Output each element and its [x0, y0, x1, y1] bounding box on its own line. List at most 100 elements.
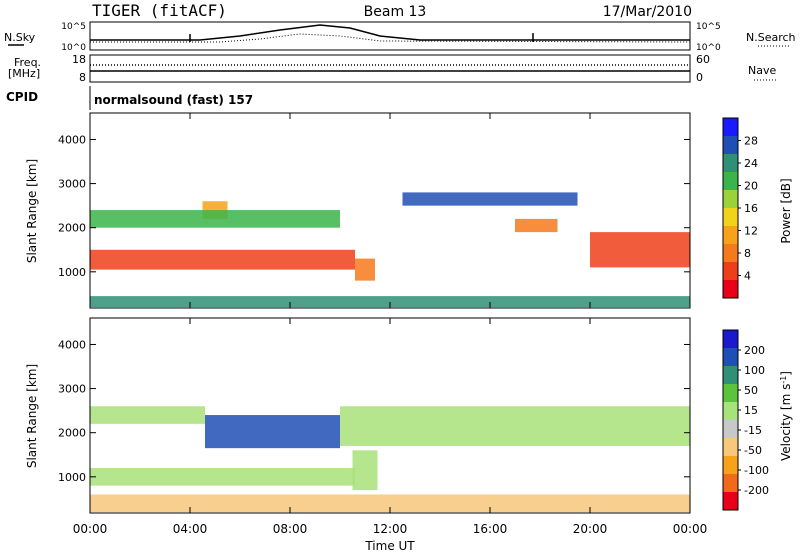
velocity-x-tick-label-5: 20:00 — [573, 522, 608, 536]
velocity-colorbar-tick-label-6: -100 — [744, 464, 769, 477]
nsky-panel — [89, 21, 691, 51]
velocity-colorbar-tick-label-0: 200 — [744, 344, 765, 357]
power-colorbar-tick-label-4: 20 — [744, 180, 758, 193]
velocity-colorbar-tick-label-3: 15 — [744, 404, 758, 417]
power-colorbar-segment-8 — [723, 262, 738, 281]
freq-tick-top: 18 — [72, 53, 86, 66]
power-y-label: Slant Range [km] — [25, 159, 39, 263]
nsearch-tick-top: 10^5 — [696, 22, 721, 32]
power-panel: 1000 2000 3000 4000 Slant Range [km] 4 8 12 16… — [25, 112, 793, 309]
power-colorbar: 4 8 12 16 20 24 28 — [722, 117, 758, 299]
power-y-tick-label-1: 2000 — [58, 222, 86, 235]
power-colorbar-segment-6 — [723, 226, 738, 245]
power-echo-band-0 — [90, 249, 355, 270]
freq-unit-label: [MHz] — [8, 67, 40, 80]
velocity-colorbar-segment-9 — [723, 492, 738, 511]
nave-tick-bottom: 0 — [696, 71, 703, 84]
nsky-label: N.Sky — [4, 31, 36, 44]
power-colorbar-segment-1 — [723, 136, 738, 155]
velocity-colorbar-segment-7 — [723, 456, 738, 475]
power-colorbar-segment-3 — [723, 172, 738, 191]
nave-tick-top: 60 — [696, 53, 710, 66]
radar-title: TIGER (fitACF) — [92, 1, 227, 20]
velocity-y-tick-label-2: 3000 — [58, 383, 86, 396]
freq-panel — [89, 54, 691, 83]
cpid-program: normalsound (fast) 157 — [94, 93, 253, 107]
power-colorbar-segment-0 — [723, 118, 738, 137]
velocity-colorbar-segment-6 — [723, 438, 738, 457]
velocity-y-label: Slant Range [km] — [25, 364, 39, 468]
velocity-x-tick-label-6: 00:00 — [673, 522, 708, 536]
power-y-tick-label-0: 1000 — [58, 266, 86, 279]
velocity-x-tick-label-0: 00:00 — [73, 522, 108, 536]
power-colorbar-segment-7 — [723, 244, 738, 263]
velocity-colorbar-segment-3 — [723, 384, 738, 403]
power-colorbar-tick-label-5: 24 — [744, 157, 758, 170]
power-echo-marks — [90, 192, 690, 308]
nsky-trace — [90, 24, 690, 41]
power-colorbar-label: Power [dB] — [779, 178, 793, 243]
velocity-y-axis: 1000 2000 3000 4000 — [58, 338, 690, 484]
velocity-colorbar-tick-label-5: -50 — [744, 444, 762, 457]
nsearch-tick-bottom: 10^0 — [696, 43, 721, 53]
power-echo-band-3 — [355, 258, 375, 281]
velocity-x-axis: 00:00 04:00 08:00 12:00 16:00 20:00 00:00 — [73, 318, 708, 536]
velocity-echo-marks — [90, 406, 690, 513]
velocity-y-tick-label-3: 4000 — [58, 338, 86, 351]
velocity-colorbar-segment-4 — [723, 402, 738, 421]
velocity-panel: 1000 2000 3000 4000 00:00 04:00 08:00 12:00 16:… — [25, 317, 794, 553]
nave-label: Nave — [748, 64, 776, 77]
velocity-colorbar-tick-label-4: -15 — [744, 424, 762, 437]
velocity-x-tick-label-3: 12:00 — [373, 522, 408, 536]
power-colorbar-segment-9 — [723, 280, 738, 299]
velocity-echo-band-0 — [90, 468, 355, 486]
power-y-tick-label-2: 3000 — [58, 178, 86, 191]
nsearch-label: N.Search — [746, 31, 796, 44]
power-echo-band-2 — [90, 210, 340, 228]
velocity-colorbar-segment-0 — [723, 330, 738, 349]
velocity-x-tick-label-4: 16:00 — [473, 522, 508, 536]
velocity-colorbar-label: Velocity [m s-1] — [779, 371, 794, 461]
velocity-echo-band-3 — [340, 406, 690, 446]
freq-label: Freq. — [14, 56, 41, 69]
nsky-tick-bottom: 10^0 — [61, 43, 86, 53]
velocity-colorbar-tick-label-1: 100 — [744, 364, 765, 377]
velocity-y-tick-label-1: 2000 — [58, 427, 86, 440]
velocity-colorbar: 200 100 50 15 -15 -50 -100 -200 — [722, 329, 769, 511]
power-y-axis: 1000 2000 3000 4000 — [58, 133, 690, 279]
velocity-x-tick-label-1: 04:00 — [173, 522, 208, 536]
velocity-colorbar-segment-1 — [723, 348, 738, 367]
power-echo-band-6 — [590, 232, 690, 268]
velocity-colorbar-frame — [722, 329, 739, 511]
power-colorbar-tick-label-2: 12 — [744, 225, 758, 238]
freq-tick-bottom: 8 — [79, 71, 86, 84]
velocity-y-tick-label-0: 1000 — [58, 471, 86, 484]
nsky-tick-top: 10^5 — [61, 22, 86, 32]
velocity-echo-band-5 — [90, 494, 690, 513]
power-echo-band-5 — [515, 218, 558, 233]
power-x-axis — [89, 113, 691, 308]
power-echo-band-4 — [402, 192, 578, 206]
power-y-tick-label-3: 4000 — [58, 133, 86, 146]
velocity-colorbar-tick-label-2: 50 — [744, 384, 758, 397]
velocity-echo-band-2 — [205, 415, 340, 449]
power-colorbar-segment-2 — [723, 154, 738, 173]
nsearch-trace — [90, 33, 691, 43]
velocity-echo-band-1 — [90, 406, 205, 424]
velocity-colorbar-segment-8 — [723, 474, 738, 493]
velocity-x-tick-label-2: 08:00 — [273, 522, 308, 536]
power-echo-band-7 — [90, 296, 690, 308]
power-colorbar-tick-label-6: 28 — [744, 135, 758, 148]
velocity-colorbar-tick-label-7: -200 — [744, 484, 769, 497]
x-axis-label: Time UT — [364, 539, 415, 553]
power-colorbar-segment-4 — [723, 190, 738, 209]
beam-label: Beam 13 — [364, 4, 427, 20]
power-colorbar-tick-label-0: 4 — [744, 270, 751, 283]
power-colorbar-tick-label-1: 8 — [744, 247, 751, 260]
date-label: 17/Mar/2010 — [603, 4, 692, 20]
power-colorbar-segment-5 — [723, 208, 738, 227]
velocity-echo-band-4 — [352, 450, 378, 491]
velocity-colorbar-segment-2 — [723, 366, 738, 385]
cpid-label: CPID — [6, 90, 38, 104]
